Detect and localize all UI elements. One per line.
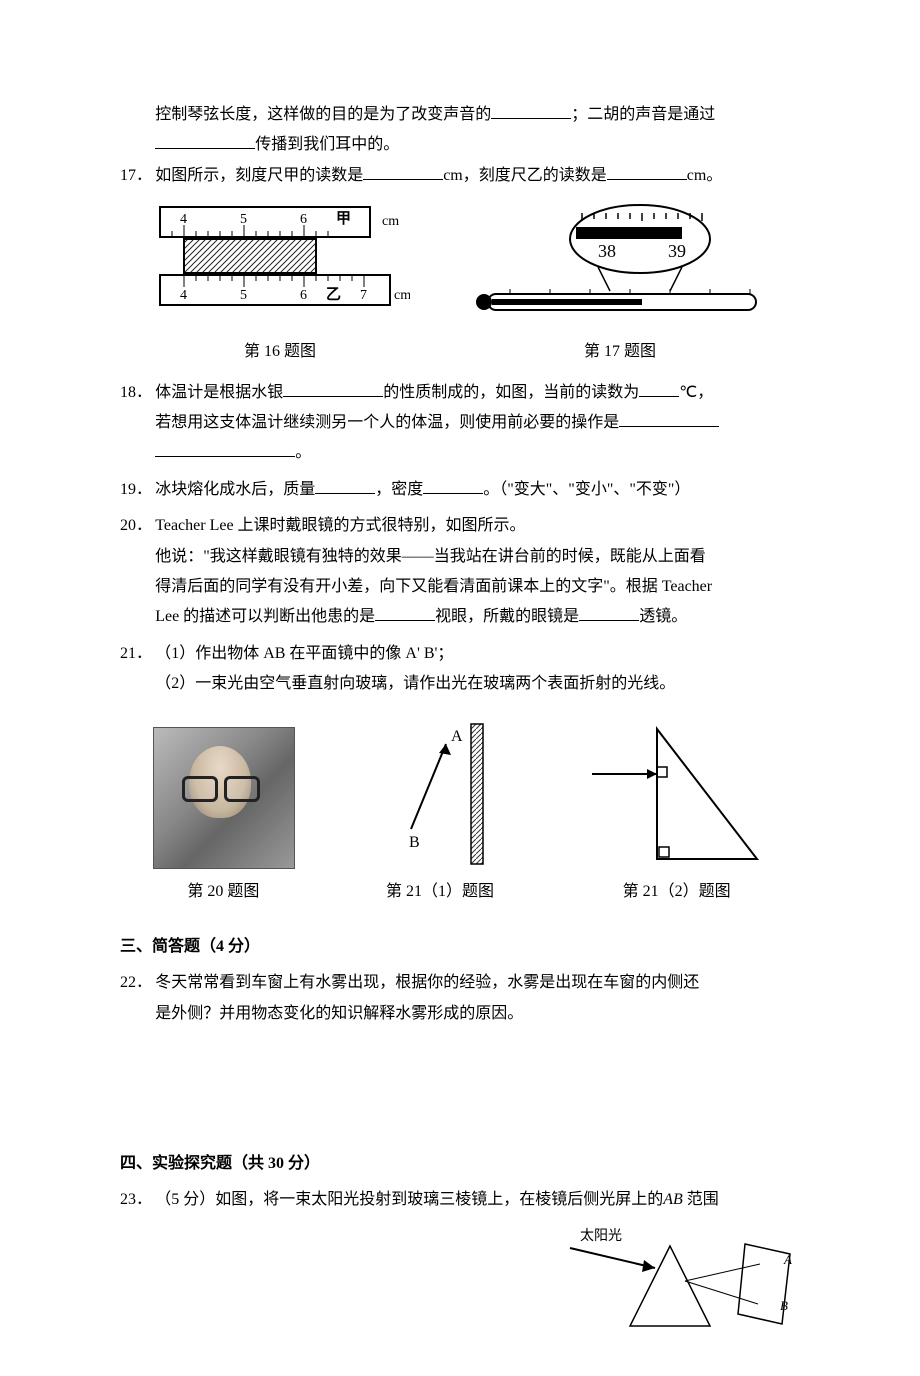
figure-captions-20-21: 第 20 题图 第 21（1）题图 第 21（2）题图 bbox=[120, 877, 800, 907]
t: 得清后面的同学有没有开小差，向下又能看清面前课本上的文字"。根据 Teacher bbox=[155, 578, 712, 595]
svg-text:A: A bbox=[451, 728, 463, 745]
blank[interactable] bbox=[155, 132, 255, 149]
fig-cap: 第 17 题图 bbox=[470, 337, 770, 367]
t: 体温计是根据水银 bbox=[155, 384, 283, 401]
t: ℃， bbox=[679, 384, 713, 401]
q-num: 21． bbox=[120, 639, 155, 669]
svg-text:甲: 甲 bbox=[336, 210, 351, 227]
blank[interactable] bbox=[283, 380, 383, 397]
q-num: 18． bbox=[120, 378, 155, 408]
svg-text:B: B bbox=[409, 834, 420, 851]
blank[interactable] bbox=[491, 102, 571, 119]
blank[interactable] bbox=[155, 440, 295, 457]
svg-text:39: 39 bbox=[668, 241, 686, 261]
fig-cap: 第 16 题图 bbox=[150, 337, 410, 367]
figure-row-16-17: 4 5 6 甲 cm bbox=[120, 199, 800, 329]
ruler-figure: 4 5 6 甲 cm bbox=[150, 199, 410, 329]
q-num: 17． bbox=[120, 161, 155, 191]
question-17: 17． 如图所示，刻度尺甲的读数是 cm，刻度尺乙的读数是 cm。 bbox=[120, 161, 800, 191]
question-19: 19． 冰块熔化成水后，质量 ，密度 。（"变大"、"变小"、"不变"） bbox=[120, 475, 800, 505]
t: ，密度 bbox=[375, 481, 423, 498]
t: 。 bbox=[295, 444, 311, 461]
question-21: 21． （1）作出物体 AB 在平面镜中的像 A' B'； （2）一束光由空气垂… bbox=[120, 639, 800, 700]
blank[interactable] bbox=[607, 163, 687, 180]
prism-figure: 太阳光 A B bbox=[560, 1226, 800, 1336]
blank[interactable] bbox=[375, 604, 435, 621]
blank[interactable] bbox=[315, 477, 375, 494]
q16-continuation: 控制琴弦长度，这样做的目的是为了改变声音的 ；二胡的声音是通过 传播到我们耳中的。 bbox=[155, 100, 800, 161]
q-num: 19． bbox=[120, 475, 155, 505]
fig-cap: 第 20 题图 bbox=[153, 877, 293, 907]
svg-text:太阳光: 太阳光 bbox=[580, 1228, 622, 1244]
svg-text:4: 4 bbox=[180, 212, 187, 227]
t: AB bbox=[663, 1191, 683, 1208]
svg-text:6: 6 bbox=[300, 288, 307, 303]
svg-text:6: 6 bbox=[300, 212, 307, 227]
blank[interactable] bbox=[639, 380, 679, 397]
t: Teacher Lee 上课时戴眼镜的方式很特别，如图所示。 bbox=[155, 517, 525, 534]
q-num: 22． bbox=[120, 968, 155, 998]
svg-text:cm: cm bbox=[382, 214, 399, 229]
svg-text:38: 38 bbox=[598, 241, 616, 261]
t: 透镜。 bbox=[639, 608, 687, 625]
blank[interactable] bbox=[423, 477, 483, 494]
fig-cap: 第 21（1）题图 bbox=[360, 877, 520, 907]
svg-text:cm: cm bbox=[394, 288, 410, 303]
svg-text:A: A bbox=[783, 1252, 792, 1267]
svg-text:7: 7 bbox=[360, 288, 367, 303]
t: Lee 的描述可以判断出他患的是 bbox=[155, 608, 375, 625]
q-num: 23． bbox=[120, 1185, 155, 1215]
thermometer-figure: 38 39 bbox=[470, 199, 770, 329]
svg-text:乙: 乙 bbox=[326, 287, 341, 303]
svg-text:B: B bbox=[780, 1298, 788, 1313]
question-18: 18． 体温计是根据水银 的性质制成的，如图，当前的读数为 ℃， 若想用这支体温计继… bbox=[120, 378, 800, 469]
svg-text:5: 5 bbox=[240, 288, 247, 303]
q16-text-b: ；二胡的声音是通过 bbox=[571, 106, 715, 123]
t: 是外侧？并用物态变化的知识解释水雾形成的原因。 bbox=[155, 1005, 523, 1022]
blank[interactable] bbox=[619, 410, 719, 427]
q-num: 20． bbox=[120, 511, 155, 541]
q17-b: cm，刻度尺乙的读数是 bbox=[443, 167, 607, 184]
t: 冬天常常看到车窗上有水雾出现，根据你的经验，水雾是出现在车窗的内侧还 bbox=[155, 974, 699, 991]
t: 视眼，所戴的眼镜是 bbox=[435, 608, 579, 625]
fig-cap: 第 21（2）题图 bbox=[587, 877, 767, 907]
prism-figure-wrap: 太阳光 A B bbox=[120, 1226, 800, 1336]
refraction-figure bbox=[587, 719, 767, 869]
q16-text-a: 控制琴弦长度，这样做的目的是为了改变声音的 bbox=[155, 106, 491, 123]
blank[interactable] bbox=[579, 604, 639, 621]
t: 冰块熔化成水后，质量 bbox=[155, 481, 315, 498]
figure-captions-16-17: 第 16 题图 第 17 题图 bbox=[120, 337, 800, 367]
mirror-figure: A B bbox=[361, 719, 521, 869]
t: （1）作出物体 AB 在平面镜中的像 A' B'； bbox=[155, 645, 453, 662]
question-23: 23． （5 分）如图，将一束太阳光投射到玻璃三棱镜上，在棱镜后侧光屏上的AB … bbox=[120, 1185, 800, 1215]
blank[interactable] bbox=[363, 163, 443, 180]
q17-c: cm。 bbox=[687, 167, 723, 184]
t: 他说："我这样戴眼镜有独特的效果——当我站在讲台前的时候，既能从上面看 bbox=[155, 548, 706, 565]
question-20: 20． Teacher Lee 上课时戴眼镜的方式很特别，如图所示。 他说："我… bbox=[120, 511, 800, 633]
t: 。（"变大"、"变小"、"不变"） bbox=[483, 481, 690, 498]
t: 的性质制成的，如图，当前的读数为 bbox=[383, 384, 639, 401]
svg-text:4: 4 bbox=[180, 288, 187, 303]
section-4-title: 四、实验探究题（共 30 分） bbox=[120, 1149, 800, 1179]
t: （2）一束光由空气垂直射向玻璃，请作出光在玻璃两个表面折射的光线。 bbox=[155, 675, 675, 692]
teacher-photo bbox=[153, 727, 295, 869]
section-3-title: 三、简答题（4 分） bbox=[120, 932, 800, 962]
figure-row-20-21: A B bbox=[120, 719, 800, 869]
t: （5 分）如图，将一束太阳光投射到玻璃三棱镜上，在棱镜后侧光屏上的 bbox=[155, 1191, 663, 1208]
t: 若想用这支体温计继续测另一个人的体温，则使用前必要的操作是 bbox=[155, 414, 619, 431]
t: 范围 bbox=[683, 1191, 719, 1208]
question-22: 22． 冬天常常看到车窗上有水雾出现，根据你的经验，水雾是出现在车窗的内侧还 是… bbox=[120, 968, 800, 1029]
svg-text:5: 5 bbox=[240, 212, 247, 227]
q16-text-c: 传播到我们耳中的。 bbox=[255, 136, 399, 153]
q17-a: 如图所示，刻度尺甲的读数是 bbox=[155, 167, 363, 184]
